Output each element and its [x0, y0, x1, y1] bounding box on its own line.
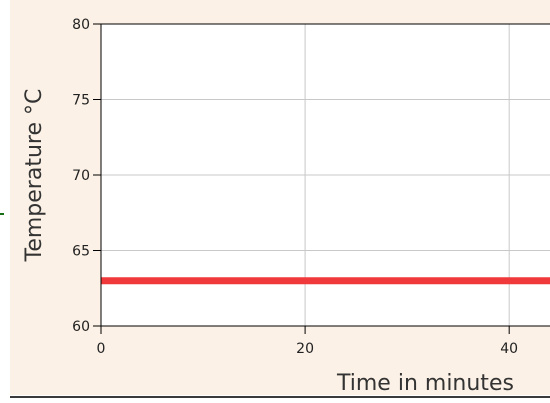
y-tick-label: 80: [72, 17, 90, 33]
y-tick-label: 65: [72, 244, 90, 260]
y-tick-label: 75: [72, 93, 90, 109]
x-tick-label: 0: [97, 341, 106, 357]
axes: [93, 23, 550, 334]
x-axis-label: Time in minutes: [336, 371, 514, 396]
y-axis-label: Temperature °C: [22, 89, 47, 263]
x-tick-label: 20: [296, 341, 314, 357]
x-tick-label: 40: [500, 341, 518, 357]
tick-labels: 60 65 70 75 80 0 20 40: [72, 17, 518, 357]
grid-lines: [101, 24, 550, 326]
y-tick-label: 60: [72, 319, 90, 335]
y-tick-label: 70: [72, 168, 90, 184]
